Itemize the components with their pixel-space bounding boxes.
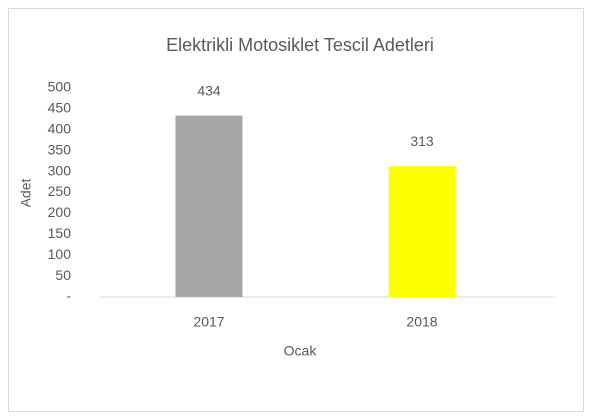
y-axis-label: Adet: [18, 178, 34, 207]
y-tick-label: 200: [48, 204, 72, 220]
y-tick-label: 350: [48, 141, 72, 157]
y-tick-label: 450: [48, 100, 72, 116]
x-tick-label: 2017: [193, 314, 224, 330]
data-label: 434: [197, 82, 221, 98]
y-tick-label: 150: [48, 225, 72, 241]
y-tick-label: 250: [48, 183, 72, 199]
y-tick-label: -: [66, 288, 71, 304]
chart-frame: [8, 8, 584, 412]
x-axis-label: Ocak: [284, 343, 318, 359]
y-tick-label: 400: [48, 121, 72, 137]
data-label: 313: [410, 133, 434, 149]
y-tick-label: 50: [55, 267, 71, 283]
y-tick-label: 100: [48, 246, 72, 262]
y-tick-label: 300: [48, 162, 72, 178]
bar: [388, 166, 456, 297]
x-tick-label: 2018: [406, 314, 437, 330]
y-tick-label: 500: [48, 79, 72, 95]
bar: [175, 115, 243, 297]
chart-title: Elektrikli Motosiklet Tescil Adetleri: [166, 35, 434, 55]
